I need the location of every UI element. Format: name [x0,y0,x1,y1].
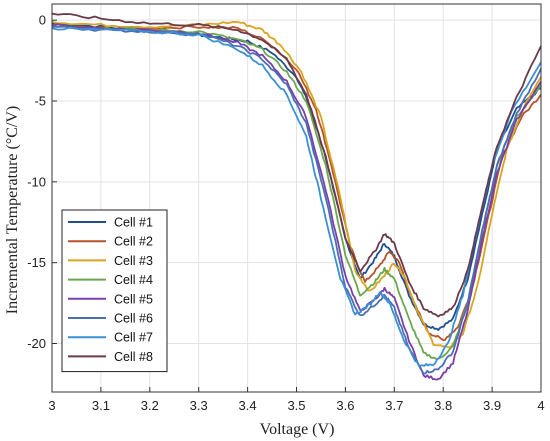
series-line-cell-8 [51,12,542,318]
x-axis-title: Voltage (V) [260,421,335,438]
axes [51,3,542,393]
legend-label: Cell #1 [114,216,153,230]
x-tick-label: 4 [537,398,544,413]
x-tick-label: 3.4 [239,398,257,413]
legend-label: Cell #7 [114,331,153,345]
axes-box [51,3,542,393]
y-tick-label: 0 [39,13,46,28]
y-tick-label: -10 [27,174,46,189]
y-tick-label: -5 [34,94,46,109]
x-tick-label: 3 [48,398,55,413]
x-tick-label: 3.5 [287,398,305,413]
x-tick-label: 3.1 [92,398,110,413]
x-tick-label: 3.8 [434,398,452,413]
legend-box [61,209,168,373]
x-tick-label: 3.9 [483,398,501,413]
series-line-cell-7 [51,26,542,367]
y-axis-title: Incremental Temperature (°C/V) [4,106,21,314]
series-line-cell-3 [51,20,542,349]
tick-labels: 3 3.1 3.2 3.3 3.4 3.5 3.6 3.7 3.8 3.9 4 0 -5 -10 -15 -2… [27,13,544,413]
legend-label: Cell #3 [114,254,153,268]
series-lines [51,12,542,381]
series-line-cell-6 [51,25,542,375]
legend-label: Cell #4 [114,273,153,287]
x-tick-label: 3.3 [190,398,208,413]
y-tick-label: -15 [27,255,46,270]
x-tick-label: 3.7 [385,398,403,413]
legend-label: Cell #5 [114,292,153,306]
legend-label: Cell #8 [114,350,153,364]
legend-label: Cell #6 [114,312,153,326]
x-tick-label: 3.6 [336,398,354,413]
legend-label: Cell #2 [114,235,153,249]
y-tick-label: -20 [27,336,46,351]
series-line-cell-1 [51,22,542,331]
x-tick-label: 3.2 [141,398,159,413]
legend: Cell #1 Cell #2 Cell #3 Cell #4 Cell #5 Cell … [61,209,168,373]
grid [51,4,542,392]
